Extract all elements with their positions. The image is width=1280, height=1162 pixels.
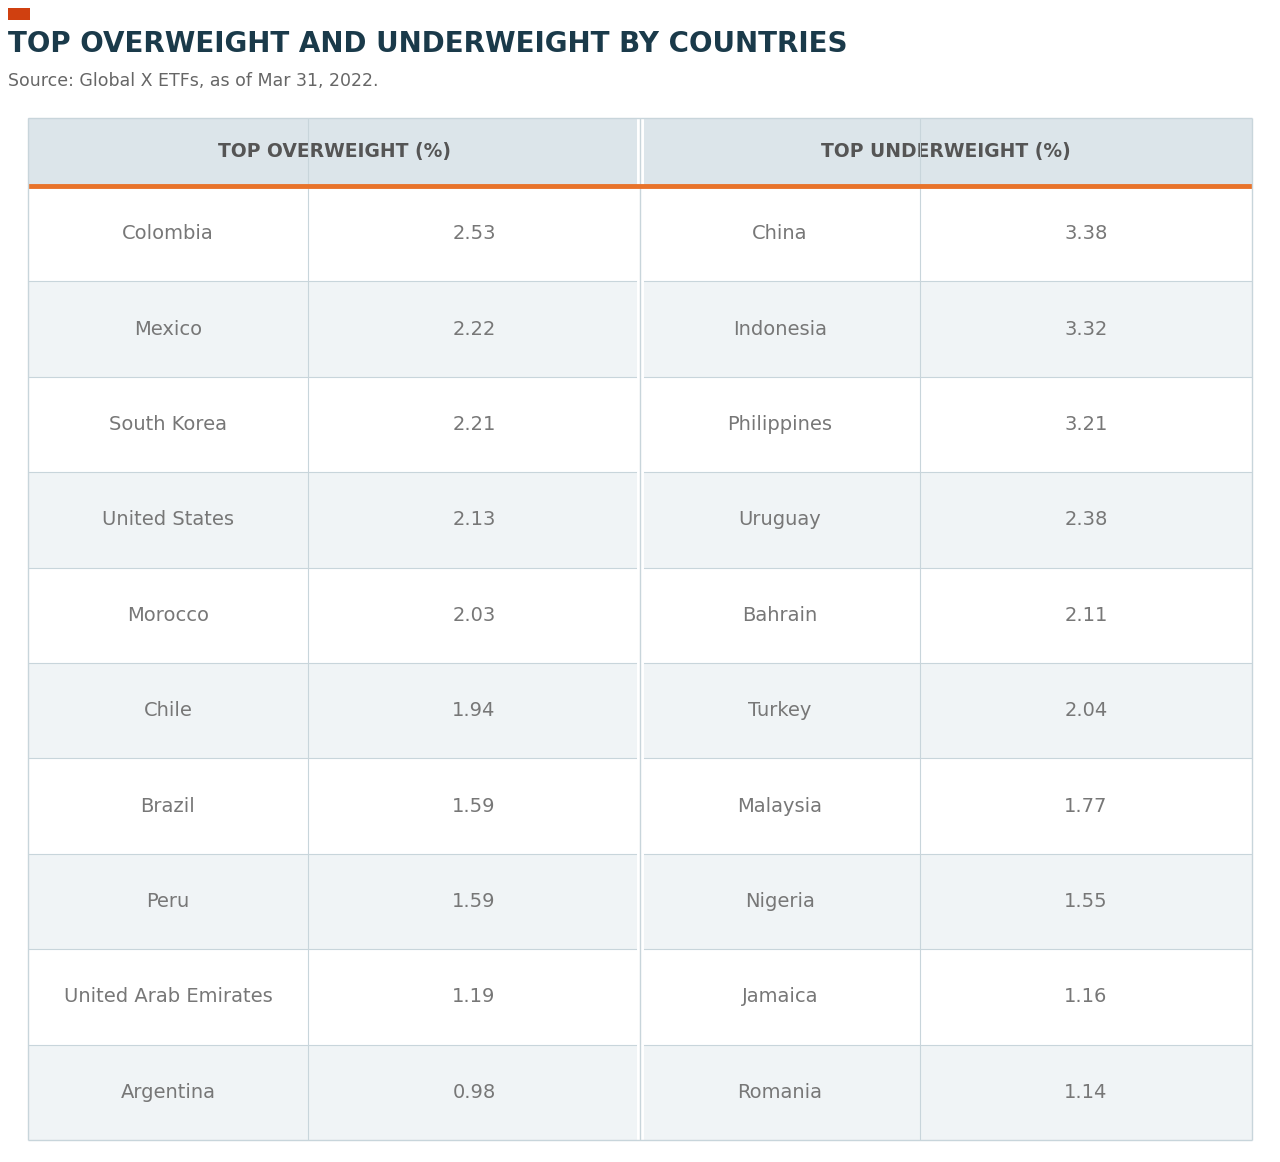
Bar	[640, 472, 1252, 567]
Bar	[640, 664, 1252, 759]
Text: China: China	[753, 224, 808, 243]
Text: 3.21: 3.21	[1064, 415, 1107, 433]
Bar	[28, 472, 640, 567]
Bar	[640, 949, 1252, 1045]
Text: 1.59: 1.59	[452, 892, 495, 911]
Text: United States: United States	[102, 510, 234, 530]
Bar	[28, 281, 640, 376]
Text: Mexico: Mexico	[134, 320, 202, 338]
Text: 2.53: 2.53	[452, 224, 495, 243]
Text: Romania: Romania	[737, 1083, 823, 1102]
Text: 1.94: 1.94	[452, 701, 495, 720]
Text: Chile: Chile	[143, 701, 192, 720]
Text: 2.11: 2.11	[1064, 605, 1107, 625]
Bar	[640, 119, 1252, 186]
Text: 2.21: 2.21	[452, 415, 495, 433]
Bar	[28, 759, 640, 854]
Text: 0.98: 0.98	[452, 1083, 495, 1102]
Text: 1.55: 1.55	[1064, 892, 1107, 911]
Text: Peru: Peru	[146, 892, 189, 911]
Text: Uruguay: Uruguay	[739, 510, 822, 530]
Bar	[640, 1045, 1252, 1140]
Bar	[640, 759, 1252, 854]
Text: TOP OVERWEIGHT (%): TOP OVERWEIGHT (%)	[218, 143, 451, 162]
Text: Nigeria: Nigeria	[745, 892, 815, 911]
Bar	[28, 567, 640, 664]
Bar	[640, 376, 1252, 472]
Text: Bahrain: Bahrain	[742, 605, 818, 625]
Text: 2.03: 2.03	[452, 605, 495, 625]
Bar	[640, 186, 1252, 281]
Text: TOP OVERWEIGHT AND UNDERWEIGHT BY COUNTRIES: TOP OVERWEIGHT AND UNDERWEIGHT BY COUNTR…	[8, 30, 847, 58]
Text: Source: Global X ETFs, as of Mar 31, 2022.: Source: Global X ETFs, as of Mar 31, 202…	[8, 72, 379, 89]
Text: 1.19: 1.19	[452, 988, 495, 1006]
Bar	[640, 854, 1252, 949]
Text: Malaysia: Malaysia	[737, 797, 823, 816]
Text: Turkey: Turkey	[749, 701, 812, 720]
Bar	[28, 949, 640, 1045]
Bar	[28, 186, 640, 281]
Text: 2.38: 2.38	[1064, 510, 1107, 530]
Bar	[28, 854, 640, 949]
Text: 2.13: 2.13	[452, 510, 495, 530]
Text: TOP UNDERWEIGHT (%): TOP UNDERWEIGHT (%)	[822, 143, 1071, 162]
Text: Colombia: Colombia	[122, 224, 214, 243]
Text: United Arab Emirates: United Arab Emirates	[64, 988, 273, 1006]
Bar	[8, 8, 29, 20]
Bar	[28, 1045, 640, 1140]
Bar	[28, 664, 640, 759]
Bar	[28, 119, 640, 186]
Bar	[640, 567, 1252, 664]
Text: South Korea: South Korea	[109, 415, 227, 433]
Text: 2.22: 2.22	[452, 320, 495, 338]
Text: Argentina: Argentina	[120, 1083, 215, 1102]
Text: 1.77: 1.77	[1064, 797, 1107, 816]
Text: Indonesia: Indonesia	[733, 320, 827, 338]
Text: Morocco: Morocco	[127, 605, 209, 625]
Text: Brazil: Brazil	[141, 797, 196, 816]
Text: 3.38: 3.38	[1064, 224, 1107, 243]
Text: 3.32: 3.32	[1064, 320, 1107, 338]
Text: 1.16: 1.16	[1064, 988, 1107, 1006]
Text: 1.59: 1.59	[452, 797, 495, 816]
Bar	[28, 376, 640, 472]
Text: 2.04: 2.04	[1065, 701, 1107, 720]
Text: 1.14: 1.14	[1064, 1083, 1107, 1102]
Text: Jamaica: Jamaica	[741, 988, 818, 1006]
Text: Philippines: Philippines	[727, 415, 832, 433]
Bar	[640, 281, 1252, 376]
